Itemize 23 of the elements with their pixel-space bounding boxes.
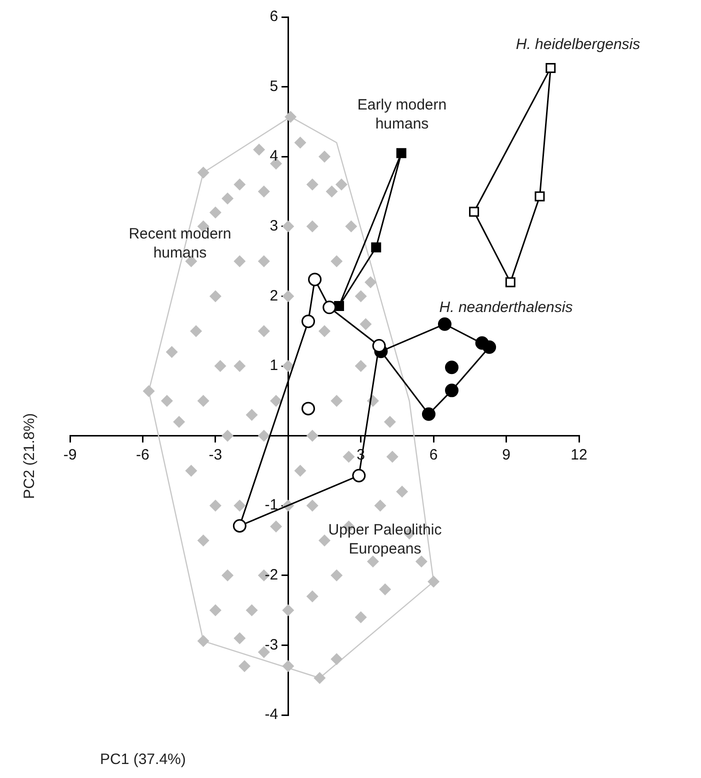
- y-tick-label: 6: [270, 8, 278, 26]
- x-tick-label: -3: [208, 446, 222, 464]
- annotation: Upper Paleolithic Europeans: [328, 522, 442, 558]
- y-tick-label: -2: [264, 566, 278, 584]
- y-tick-label: 5: [270, 78, 278, 95]
- x-tick-label: 12: [570, 446, 588, 464]
- y-tick-label: 1: [270, 357, 278, 374]
- annotation: Early modern humans: [357, 96, 447, 133]
- x-axis-title: PC1 (37.4%): [100, 751, 186, 768]
- annotation: Recent modern humans: [128, 226, 232, 262]
- y-tick-label: 2: [270, 287, 278, 304]
- y-tick-label: -3: [264, 636, 278, 654]
- annotation: H. heidelbergensis: [516, 36, 641, 54]
- y-tick-label: 4: [270, 148, 278, 165]
- y-tick-label: 3: [270, 218, 278, 235]
- y-tick-label: -4: [264, 706, 278, 724]
- y-tick-label: -1: [264, 496, 278, 514]
- y-axis-title: PC2 (21.8%): [21, 413, 38, 499]
- annotation: H. neanderthalensis: [439, 299, 574, 316]
- x-tick-label: 9: [502, 446, 510, 464]
- x-tick-label: -9: [63, 446, 77, 464]
- x-tick-label: 6: [429, 446, 438, 464]
- x-tick-label: -6: [136, 446, 150, 464]
